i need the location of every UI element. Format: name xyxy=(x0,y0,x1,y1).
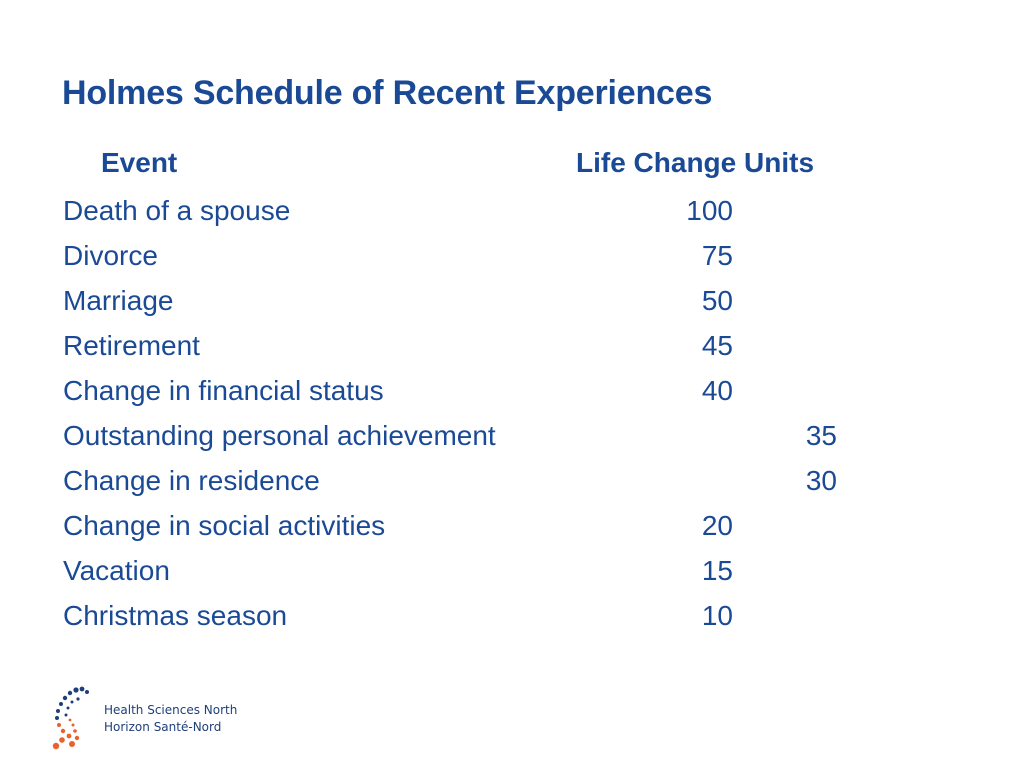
life-change-units-value: 75 xyxy=(701,240,733,271)
logo-line-french: Horizon Santé-Nord xyxy=(104,720,222,734)
logo-dot xyxy=(62,695,68,701)
table-row: Retirement 45 xyxy=(0,330,1024,370)
table-row: Change in residence 30 xyxy=(0,465,1024,505)
event-name: Christmas season xyxy=(63,600,288,631)
logo-dot xyxy=(76,697,80,701)
life-change-units-value: 10 xyxy=(701,600,733,631)
table-row: Death of a spouse 100 xyxy=(0,195,1024,235)
column-header-life-change-units: Life Change Units xyxy=(576,147,815,178)
event-name: Change in residence xyxy=(63,465,320,496)
organization-logo: Health Sciences North Horizon Santé-Nord xyxy=(50,684,250,754)
table-row: Outstanding personal achievement 35 xyxy=(0,420,1024,460)
logo-dot xyxy=(66,706,70,710)
table-row: Christmas season 10 xyxy=(0,600,1024,640)
logo-dot xyxy=(57,723,61,727)
table-row: Change in financial status 40 xyxy=(0,375,1024,415)
life-change-units-value: 30 xyxy=(805,465,837,496)
life-change-units-value: 15 xyxy=(701,555,733,586)
column-header-event: Event xyxy=(101,147,178,178)
logo-dot xyxy=(85,690,89,694)
logo-dot xyxy=(79,686,85,692)
life-change-units-value: 50 xyxy=(701,285,733,316)
logo-dot xyxy=(59,737,65,743)
logo-dot xyxy=(60,728,66,734)
logo-dot xyxy=(64,713,68,717)
event-name: Divorce xyxy=(63,240,158,271)
table-row: Divorce 75 xyxy=(0,240,1024,280)
logo-dot xyxy=(73,729,77,733)
logo-wordmark: Health Sciences North Horizon Santé-Nord xyxy=(104,702,237,736)
dotted-spiral-logo-icon xyxy=(52,686,89,750)
life-change-units-value: 100 xyxy=(686,195,733,226)
life-change-units-value: 45 xyxy=(701,330,733,361)
logo-dot xyxy=(66,733,72,739)
event-name: Vacation xyxy=(63,555,170,586)
logo-dot xyxy=(56,709,60,713)
event-name: Change in social activities xyxy=(63,510,386,541)
logo-dot xyxy=(68,718,72,722)
event-name: Outstanding personal achievement xyxy=(63,420,496,451)
slide-title: Holmes Schedule of Recent Experiences xyxy=(62,74,713,112)
table-row: Vacation 15 xyxy=(0,555,1024,595)
life-change-units-value: 20 xyxy=(701,510,733,541)
life-change-units-value: 35 xyxy=(805,420,837,451)
life-change-units-value: 40 xyxy=(701,375,733,406)
table-row: Change in social activities 20 xyxy=(0,510,1024,550)
logo-dot xyxy=(73,687,79,693)
table-row: Marriage 50 xyxy=(0,285,1024,325)
event-name: Marriage xyxy=(63,285,174,316)
logo-dot xyxy=(69,741,75,747)
event-name: Change in financial status xyxy=(63,375,384,406)
logo-dot xyxy=(71,723,75,727)
logo-dot xyxy=(59,702,63,706)
logo-dot xyxy=(52,742,60,750)
logo-dot xyxy=(67,690,73,696)
event-name: Death of a spouse xyxy=(63,195,291,226)
logo-dot xyxy=(70,700,74,704)
logo-dot xyxy=(55,716,59,720)
logo-line-english: Health Sciences North xyxy=(104,703,238,717)
logo-dot xyxy=(74,735,80,741)
event-name: Retirement xyxy=(63,330,200,361)
